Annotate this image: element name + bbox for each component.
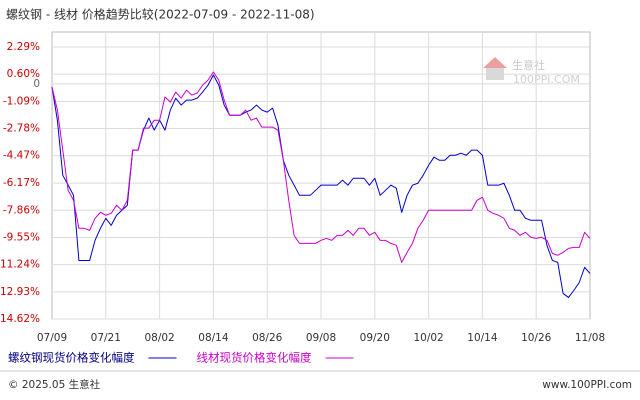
- x-tick-label: 09/08: [306, 332, 336, 344]
- x-tick-label: 10/14: [467, 332, 498, 344]
- y-tick-label: -6.17%: [3, 177, 40, 189]
- watermark-brand: 生意社: [512, 58, 545, 72]
- y-tick-label: 2.29%: [7, 41, 40, 53]
- y-tick-label: 0.60%: [7, 68, 40, 80]
- x-tick-label: 08/14: [198, 332, 229, 344]
- y-tick-label: -2.78%: [3, 123, 40, 135]
- x-tick-label: 10/26: [521, 332, 552, 344]
- x-tick-label: 07/09: [37, 332, 67, 344]
- y-tick-label: -9.55%: [3, 231, 40, 243]
- y-tick-label: -1.09%: [3, 95, 40, 107]
- footer-right: www.100PPI.com: [542, 379, 632, 391]
- x-tick-label: 07/21: [91, 332, 121, 344]
- x-tick-label: 11/08: [575, 332, 605, 344]
- watermark: 生意社 100PPI.COM: [483, 57, 580, 86]
- watermark-site: 100PPI.COM: [513, 73, 580, 86]
- x-tick-label: 08/02: [144, 332, 174, 344]
- y-tick-label: 0: [33, 78, 40, 90]
- x-tick-label: 08/26: [252, 332, 283, 344]
- legend-label: 线材现货价格变化幅度: [197, 351, 312, 365]
- chart-title: 螺纹钢 - 线材 价格趋势比较(2022-07-09 - 2022-11-08): [6, 7, 315, 22]
- y-tick-label: -14.62%: [0, 313, 40, 325]
- watermark-logo: [483, 57, 507, 68]
- legend-label: 螺纹钢现货价格变化幅度: [8, 351, 135, 365]
- series-line: [51, 71, 591, 263]
- y-tick-label: -7.86%: [3, 204, 40, 216]
- x-tick-label: 10/02: [413, 332, 443, 344]
- footer-left: © 2025.05 生意社: [8, 378, 101, 391]
- x-tick-label: 09/20: [360, 332, 390, 344]
- y-tick-label: -4.47%: [3, 150, 40, 162]
- y-tick-label: -12.93%: [0, 286, 40, 298]
- y-tick-label: -11.24%: [0, 259, 40, 271]
